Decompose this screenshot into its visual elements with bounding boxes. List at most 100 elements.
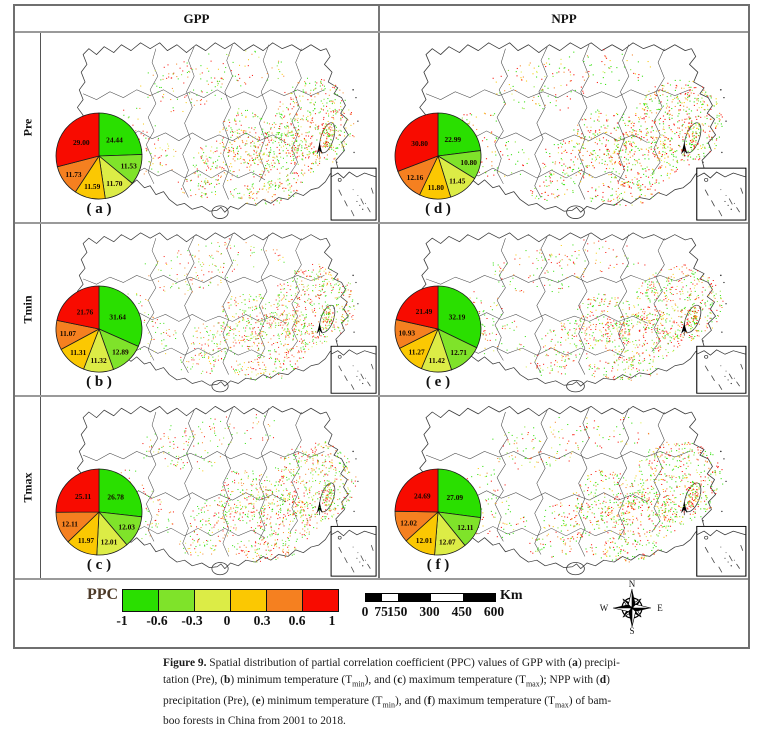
scale-bar-label: 600 <box>483 604 505 619</box>
caption-text: tation (Pre), ( <box>163 674 225 687</box>
caption-text: ), and ( <box>394 694 428 707</box>
column-header-gpp: GPP <box>15 6 380 31</box>
caption-text: a <box>572 657 578 669</box>
panel-letter-label: ( c ) <box>87 557 111 573</box>
map-panel-d: 22.99 10.80 11.45 11.80 12.16 30.80 ( d ) <box>380 33 748 222</box>
caption-text: ) maximum temperature (T <box>402 674 526 687</box>
legend-tick: 0 <box>223 613 231 628</box>
pie-slice <box>98 285 143 347</box>
china-map <box>76 232 377 394</box>
caption-text: b <box>224 674 231 687</box>
pie-slice-value: 29.00 <box>73 138 90 147</box>
caption-text: ) <box>606 674 610 687</box>
scale-bar-label: 150 <box>387 604 408 619</box>
map-panel-a: 24.44 11.53 11.70 11.59 11.73 29.00 ( a ) <box>41 33 380 222</box>
compass-label: N <box>629 580 636 589</box>
scale-bar-label: 0 <box>361 604 369 619</box>
caption-text: c <box>397 674 403 687</box>
pie-slice <box>394 112 439 172</box>
pie-slice-value: 12.11 <box>62 519 79 528</box>
compass-label: W <box>600 603 609 613</box>
scale-bar-label: 75 <box>374 604 388 619</box>
caption-text: ); NPP with ( <box>539 674 600 687</box>
row-pre: Pre 24.44 11.53 11.70 11.59 11.73 29.00( a ) … <box>15 33 748 224</box>
ppc-legend-title: PPC <box>87 586 119 603</box>
caption-text: boo forests in China from 2001 to 2018. <box>163 715 346 728</box>
pie-slice-value: 31.64 <box>109 312 126 321</box>
pie-slice-value: 12.01 <box>416 536 433 545</box>
pie-slice-value: 12.89 <box>112 348 129 357</box>
pie-slice-value: 11.73 <box>65 170 82 179</box>
caption-text: ) minimum temperature (T <box>230 674 353 687</box>
legend-tick: 1 <box>328 613 336 628</box>
legend-row: PPC -1 -0.6 -0.3 0 0.3 0.6 1 0 75 150 300 450 600 K… <box>15 580 748 637</box>
scale-bar-segment <box>366 594 383 601</box>
compass-rose-icon: N E S W <box>600 580 664 636</box>
caption-text: ) maximum temperature (T <box>431 694 556 707</box>
pie-slice-value: 11.27 <box>408 348 425 357</box>
ppc-color-ramp <box>122 589 339 612</box>
pie-slice-value: 11.70 <box>106 179 123 188</box>
pie-slice <box>98 112 143 157</box>
pie-slice-value: 10.80 <box>460 158 477 167</box>
map-panel-e: 32.19 12.71 11.42 11.27 10.93 21.49 ( e ) <box>380 224 748 395</box>
figure-caption: Figure 9. Spatial distribution of partia… <box>163 655 633 729</box>
caption-text: min <box>382 699 395 709</box>
pie-slice-value: 11.97 <box>78 536 95 545</box>
legend-swatch <box>159 590 195 611</box>
caption-text: min <box>352 679 365 689</box>
panel-letter-label: ( e ) <box>426 374 450 390</box>
row-tmin: Tmin 31.64 12.89 11.32 11.31 11.07 21.76 ( b )… <box>15 224 748 397</box>
column-headers: GPP NPP <box>15 6 748 33</box>
pie-slice <box>55 468 100 513</box>
pie-slice-value: 11.53 <box>121 162 138 171</box>
caption-text: e <box>255 694 261 707</box>
scale-bar-label: 450 <box>451 604 472 619</box>
pie-slice-value: 24.69 <box>414 492 431 501</box>
legend-swatch <box>231 590 267 611</box>
compass-label: E <box>657 603 663 613</box>
scale-bar-segment <box>398 594 431 601</box>
ppc-dots <box>455 239 724 381</box>
pie-slice <box>56 285 100 330</box>
pie-slice-value: 12.03 <box>118 522 135 531</box>
ppc-dots <box>114 238 356 381</box>
pie-slice-value: 24.44 <box>106 136 123 145</box>
caption-text: ), and ( <box>364 674 398 687</box>
pie-slice-value: 11.07 <box>60 329 77 338</box>
pie-slice-value: 21.49 <box>416 307 433 316</box>
scale-bar-label: 300 <box>419 604 440 619</box>
china-map <box>419 232 747 394</box>
caption-text: ) precipi- <box>577 657 620 669</box>
pie-slice <box>55 112 100 168</box>
pie-slice-value: 12.07 <box>439 538 456 547</box>
map-panel-b: 31.64 12.89 11.32 11.31 11.07 21.76 ( b ) <box>41 224 380 395</box>
pie-slice-value: 27.09 <box>446 493 463 502</box>
caption-text: ) of bam- <box>568 694 612 707</box>
caption-text: precipitation (Pre), ( <box>163 694 256 707</box>
pie-slice-value: 12.02 <box>400 519 417 528</box>
caption-text: d <box>599 674 607 687</box>
row-tmax: Tmax 26.78 12.03 12.01 11.97 12.11 25.11( c )… <box>15 397 748 580</box>
panel-letter-label: ( a ) <box>87 201 112 217</box>
caption-text: Spatial distribution of partial correlat… <box>206 657 573 669</box>
legend-swatch <box>267 590 303 611</box>
scale-bar-segment <box>382 594 399 601</box>
pie-slice-value: 12.16 <box>407 173 424 182</box>
compass-label: S <box>629 626 634 636</box>
china-map <box>419 42 747 221</box>
ppc-dots <box>113 50 355 206</box>
china-map <box>419 405 747 577</box>
pie-slice-value: 11.45 <box>449 176 466 185</box>
pie-slice-value: 12.01 <box>101 537 118 546</box>
scale-bar-segment <box>430 594 463 601</box>
pie-slice-value: 21.76 <box>77 307 94 316</box>
pie-slice-value: 26.78 <box>107 493 124 502</box>
map-panel-c: 26.78 12.03 12.01 11.97 12.11 25.11 ( c ) <box>41 397 380 578</box>
row-label-tmin: Tmin <box>15 224 41 395</box>
map-panel-f: 27.09 12.11 12.07 12.01 12.02 24.69 ( f ) <box>380 397 748 578</box>
legend-swatch <box>195 590 231 611</box>
